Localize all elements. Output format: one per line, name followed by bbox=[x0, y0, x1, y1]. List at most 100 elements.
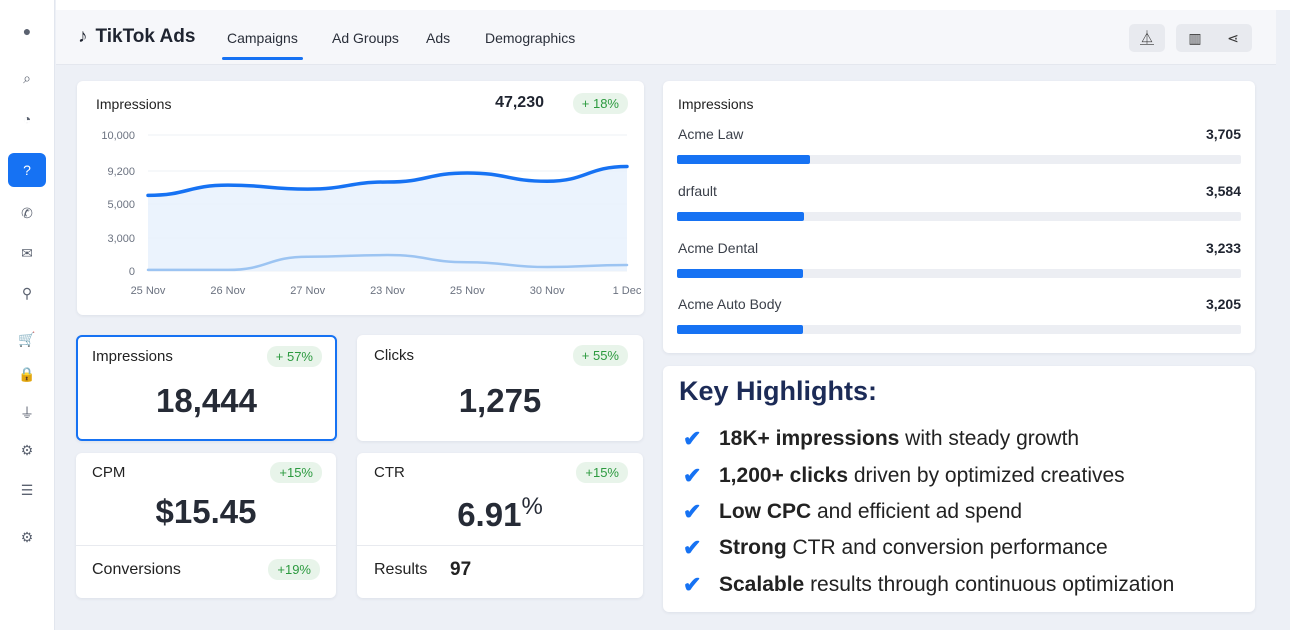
sidebar-item-clock[interactable]: ◔ bbox=[8, 102, 46, 136]
y-tick-label: 5,000 bbox=[107, 199, 135, 211]
row-name: Acme Auto Body bbox=[678, 296, 782, 312]
share-button[interactable]: ⋖ bbox=[1214, 24, 1252, 52]
sidebar-item-phone[interactable]: ✆ bbox=[8, 196, 46, 230]
tiktok-icon: ♪ bbox=[78, 26, 88, 47]
kpi-unit: % bbox=[521, 493, 543, 520]
impressions-chart-card: Impressions 47,230 + 18% 10,000 9,200 5,00… bbox=[77, 81, 644, 315]
mail-icon: ✉ bbox=[21, 244, 33, 261]
sidebar-item-plug[interactable]: ⏚ bbox=[8, 396, 46, 430]
settings-icon: ⚙ bbox=[20, 441, 34, 458]
plug-icon: ⏚ bbox=[20, 405, 34, 421]
sidebar: ● ⌕ ◔? ✆ ✉ ⚲ 🛒 🔒 ⏚ ⚙ ☰ ⚙ bbox=[0, 0, 55, 630]
user-icon: ● bbox=[22, 23, 32, 39]
sidebar-item-search[interactable]: ⌕ bbox=[8, 61, 46, 95]
kpi-ctr[interactable]: CTR +15% 6.91% Results 97 bbox=[357, 453, 643, 598]
app-logo: ♪ TikTok Ads bbox=[78, 26, 195, 48]
kpi-change-badge: +15% bbox=[270, 462, 322, 483]
key-highlights-card: Key Highlights: ✔ 18K+ impressions with … bbox=[663, 366, 1255, 612]
help-icon: ? bbox=[23, 162, 31, 178]
row-progress-track bbox=[677, 155, 1241, 164]
row-progress-fill bbox=[677, 325, 804, 334]
bar-chart-icon: ▥ bbox=[1188, 29, 1202, 46]
highlight-bold: 18K+ impressions bbox=[719, 427, 900, 450]
columns-button[interactable]: ▥ bbox=[1176, 24, 1214, 52]
sidebar-item-mail[interactable]: ✉ bbox=[8, 236, 46, 270]
chart-title: Impressions bbox=[96, 96, 172, 112]
highlight-item: ✔ Scalable results through continuous op… bbox=[683, 572, 1174, 598]
kpi-clicks[interactable]: Clicks + 55% 1,275 bbox=[357, 335, 643, 441]
highlight-text: driven by optimized creatives bbox=[848, 464, 1125, 487]
sidebar-item-lock[interactable]: 🔒 bbox=[8, 357, 46, 391]
highlight-item: ✔ Low CPC and efficient ad spend bbox=[683, 499, 1022, 525]
share-icon: ⋖ bbox=[1227, 29, 1239, 46]
row-value: 3,233 bbox=[1205, 240, 1241, 256]
highlight-bold: Scalable bbox=[719, 573, 805, 596]
x-tick-label: 1 Dec bbox=[613, 285, 642, 297]
header: ♪ TikTok Ads Campaigns Ad Groups Ads Dem… bbox=[56, 10, 1276, 65]
y-tick-label: 9,200 bbox=[107, 166, 135, 178]
highlight-bold: 1,200+ clicks bbox=[719, 464, 849, 487]
row-name: drfault bbox=[678, 183, 717, 199]
sidebar-item-help[interactable]: ? bbox=[8, 153, 46, 187]
chart-type-button[interactable]: ⏅ bbox=[1129, 24, 1165, 52]
y-tick-label: 0 bbox=[129, 266, 135, 278]
gear-icon: ⚙ bbox=[20, 528, 34, 545]
kpi-impressions[interactable]: Impressions + 57% 18,444 bbox=[76, 335, 337, 441]
row-progress-track bbox=[677, 212, 1241, 221]
kpi-change-badge: + 57% bbox=[266, 346, 322, 367]
results-value: 97 bbox=[450, 559, 472, 580]
kpi-change-badge: +15% bbox=[576, 462, 628, 483]
impressions-line-chart: 10,000 9,200 5,000 3,000 0 25 Nov 26 Nov 27 Nov… bbox=[101, 130, 642, 297]
highlight-item: ✔ 18K+ impressions with steady growth bbox=[683, 426, 1079, 452]
kpi-label: Clicks bbox=[374, 347, 414, 364]
series-area bbox=[148, 166, 627, 271]
row-progress-track bbox=[677, 325, 1241, 334]
x-tick-label: 25 Nov bbox=[450, 285, 485, 297]
divider bbox=[357, 545, 643, 546]
sidebar-item-list[interactable]: ☰ bbox=[8, 473, 46, 507]
kpi-value: $15.45 bbox=[155, 493, 257, 530]
impressions-breakdown-card: Impressions Acme Law 3,705 drfault 3,584… bbox=[663, 81, 1255, 353]
row-progress-fill bbox=[677, 155, 810, 164]
highlight-item: ✔ 1,200+ clicks driven by optimized crea… bbox=[683, 463, 1125, 489]
chart-change-badge: + 18% bbox=[572, 93, 628, 114]
kpi-label: CPM bbox=[92, 464, 126, 481]
divider bbox=[76, 545, 336, 546]
kpi-cpm[interactable]: CPM +15% $15.45 Conversions +19% bbox=[76, 453, 336, 598]
tab-demographics[interactable]: Demographics bbox=[485, 30, 576, 46]
chart-icon: ⏅ bbox=[1140, 30, 1154, 46]
sidebar-item-cart[interactable]: 🛒 bbox=[8, 322, 46, 356]
check-icon: ✔ bbox=[683, 463, 702, 488]
sidebar-item-location[interactable]: ⚲ bbox=[8, 276, 46, 310]
list-icon: ☰ bbox=[20, 481, 34, 498]
tab-campaigns[interactable]: Campaigns bbox=[222, 30, 303, 60]
sidebar-item-user[interactable]: ● bbox=[8, 14, 46, 48]
highlight-item: ✔ Strong CTR and conversion performance bbox=[683, 535, 1108, 561]
results-label: Results bbox=[374, 561, 428, 578]
kpi-change-badge: + 55% bbox=[572, 345, 628, 366]
lock-icon: 🔒 bbox=[18, 365, 36, 382]
highlight-text: CTR and conversion performance bbox=[786, 536, 1108, 559]
x-tick-label: 25 Nov bbox=[131, 285, 166, 297]
tab-ad-groups[interactable]: Ad Groups bbox=[332, 30, 399, 46]
tab-ads[interactable]: Ads bbox=[426, 30, 451, 46]
location-icon: ⚲ bbox=[21, 284, 33, 301]
highlight-bold: Low CPC bbox=[719, 500, 812, 523]
check-icon: ✔ bbox=[683, 499, 702, 524]
row-progress-track bbox=[677, 269, 1241, 278]
search-icon: ⌕ bbox=[23, 69, 31, 86]
sidebar-item-gear[interactable]: ⚙ bbox=[8, 520, 46, 554]
x-tick-label: 27 Nov bbox=[290, 285, 325, 297]
row-name: Acme Law bbox=[678, 126, 744, 142]
conversions-label: Conversions bbox=[92, 561, 181, 578]
kpi-label: Impressions bbox=[92, 348, 173, 365]
sidebar-item-settings[interactable]: ⚙ bbox=[8, 433, 46, 467]
breakdown-title: Impressions bbox=[678, 96, 754, 112]
clock-icon: ◔ bbox=[22, 111, 32, 127]
check-icon: ✔ bbox=[683, 535, 702, 560]
highlight-bold: Strong bbox=[719, 536, 787, 559]
chart-total: 47,230 bbox=[495, 94, 544, 111]
kpi-value: 1,275 bbox=[458, 382, 542, 419]
check-icon: ✔ bbox=[683, 572, 702, 597]
conversions-change-badge: +19% bbox=[268, 559, 320, 580]
